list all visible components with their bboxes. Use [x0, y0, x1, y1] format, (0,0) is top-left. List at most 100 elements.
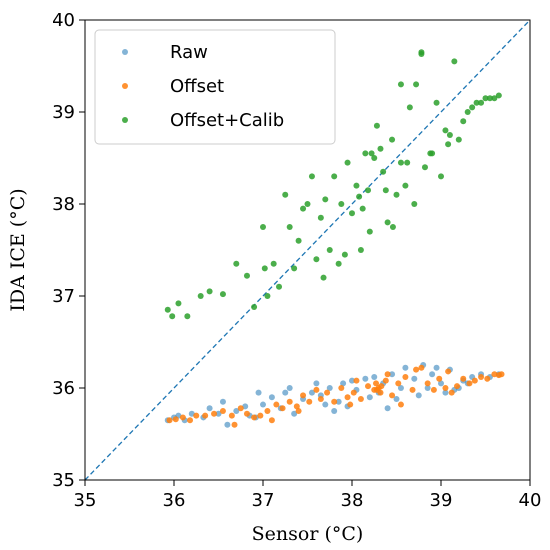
data-point [473, 99, 480, 106]
data-point [344, 159, 351, 166]
data-point [219, 408, 226, 414]
plot-frame [84, 19, 531, 481]
data-point [427, 150, 434, 157]
data-point [286, 398, 293, 405]
x-tick-label: 39 [430, 490, 453, 511]
data-point [322, 401, 329, 408]
data-point [366, 394, 373, 401]
data-point [491, 371, 498, 378]
x-axis-label: Sensor (°C) [252, 523, 364, 545]
data-point [261, 265, 268, 272]
y-tick-label: 40 [52, 10, 75, 31]
data-point [340, 380, 347, 387]
data-point [445, 368, 452, 375]
data-point [397, 401, 404, 408]
data-point [409, 386, 416, 393]
legend: Raw Offset Offset+Calib [94, 29, 336, 145]
data-point [350, 389, 357, 396]
data-point [187, 417, 194, 424]
data-point [418, 364, 425, 371]
data-point [482, 95, 489, 102]
legend-box [94, 29, 336, 145]
data-point [378, 383, 385, 390]
y-tick-label: 35 [52, 470, 75, 491]
data-point [380, 168, 387, 175]
data-point [231, 421, 238, 428]
data-point [404, 159, 411, 166]
data-point [251, 414, 258, 421]
data-point [357, 247, 364, 253]
data-point [389, 224, 396, 230]
data-point [291, 265, 298, 272]
data-point [282, 389, 289, 396]
data-point [411, 375, 418, 382]
data-point [486, 95, 493, 102]
data-point [349, 210, 355, 217]
data-point [411, 201, 418, 207]
data-point [384, 371, 391, 378]
data-point [365, 187, 372, 194]
data-point [219, 398, 226, 405]
data-point [306, 398, 313, 405]
data-point [264, 408, 271, 414]
data-points-layer [164, 49, 505, 428]
data-point [464, 109, 471, 115]
data-point [382, 187, 389, 194]
data-point [478, 373, 485, 380]
data-point [448, 389, 455, 396]
x-tick-label: 38 [341, 490, 364, 511]
data-point [397, 81, 404, 88]
series-offset [166, 364, 505, 428]
data-point [251, 304, 258, 311]
data-point [430, 386, 437, 393]
data-point [179, 414, 186, 421]
data-point [384, 219, 391, 226]
legend-label: Raw [170, 42, 208, 63]
data-point [255, 389, 262, 396]
data-point [389, 136, 396, 143]
data-point [371, 373, 378, 380]
data-point [389, 392, 396, 399]
data-point [335, 398, 342, 405]
y-tick-label: 37 [52, 286, 75, 307]
data-point [353, 182, 360, 189]
data-point [279, 405, 286, 412]
legend-label: Offset [170, 76, 224, 97]
data-point [382, 377, 389, 384]
data-point [295, 408, 302, 414]
data-point [393, 191, 400, 198]
data-point [445, 141, 452, 148]
reference-line-layer [84, 19, 531, 481]
data-point [397, 385, 404, 391]
data-point [264, 293, 271, 299]
data-point [469, 104, 476, 111]
data-point [491, 95, 498, 102]
data-point [433, 364, 440, 371]
data-point [237, 405, 244, 412]
data-point [326, 385, 333, 391]
data-point [344, 394, 351, 401]
data-point [466, 380, 473, 387]
data-point [257, 412, 264, 419]
data-point [233, 260, 240, 267]
data-point [478, 99, 485, 106]
data-point [317, 214, 324, 221]
data-point [326, 247, 333, 253]
data-point [451, 58, 458, 65]
data-point [270, 260, 277, 267]
data-point [308, 389, 315, 396]
axis-ticks: 35 36 37 38 39 40 35 36 37 38 39 40 [52, 10, 541, 511]
data-point [335, 260, 342, 267]
data-point [373, 380, 380, 387]
data-point [197, 293, 204, 299]
data-point [393, 396, 400, 403]
data-point [215, 410, 222, 417]
data-point [397, 159, 404, 166]
x-tick-label: 36 [163, 490, 186, 511]
data-point [313, 256, 320, 263]
data-point [172, 416, 179, 423]
data-point [243, 410, 250, 417]
data-point [373, 386, 380, 393]
data-point [308, 173, 315, 180]
